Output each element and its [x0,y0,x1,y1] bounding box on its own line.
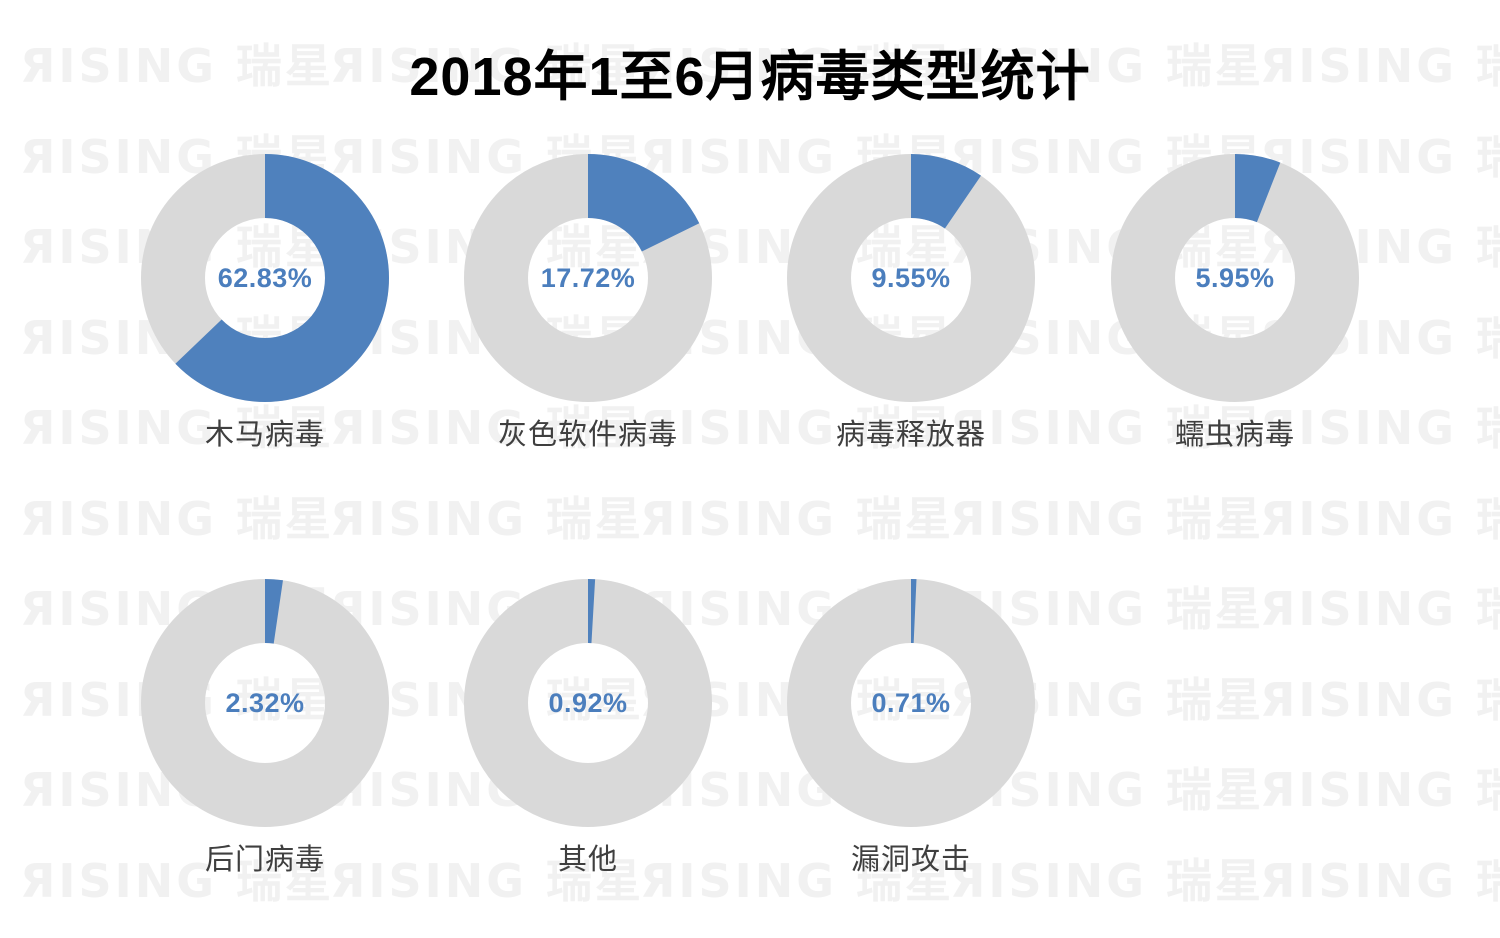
donut-chart-backdoor: 2.32% 后门病毒 [140,578,390,898]
donut-category-label: 蠕虫病毒 [1174,419,1295,451]
rising-logo-watermark: ЯISING 瑞星 [1260,853,1500,908]
donut-ring [787,154,1035,402]
rising-logo-watermark: ЯISING 瑞星 [1260,582,1500,636]
donut-category-label: 后门病毒 [204,844,325,876]
donut-chart-other: 0.92% 其他 [463,578,713,898]
chart-title: 2018年1至6月病毒类型统计 [409,47,1091,107]
donut-category-label: 漏洞攻击 [850,844,971,876]
rising-logo-watermark: ЯISING 瑞星 [20,491,335,546]
rising-logo-watermark: ЯISING 瑞星 [1260,672,1500,727]
donut-category-label: 木马病毒 [204,419,325,451]
donut-ring [141,154,389,402]
donut-chart-dropper: 9.55% 病毒释放器 [786,153,1036,473]
donut-chart-exploit: 0.71% 漏洞攻击 [786,578,1036,898]
donut-category-label: 其他 [557,844,618,876]
donut-chart-trojan: 62.83% 木马病毒 [140,153,390,473]
donut-value-label: 2.32% [225,687,305,718]
rising-logo-watermark: ЯISING 瑞星 [1260,491,1500,546]
donut-chart-worm: 5.95% 蠕虫病毒 [1110,153,1360,473]
donut-value-label: 5.95% [1195,262,1275,293]
donut-category-label: 灰色软件病毒 [497,419,678,451]
donut-chart-grayware: 17.72% 灰色软件病毒 [463,153,713,473]
donut-ring [1111,154,1359,402]
donut-ring [787,579,1035,827]
rising-logo-watermark: ЯISING 瑞星 [1260,763,1500,817]
donut-ring [464,154,712,402]
donut-value-label: 17.72% [540,262,636,293]
donut-category-label: 病毒释放器 [835,419,986,451]
donut-value-label: 0.92% [548,687,628,718]
donut-ring [141,579,389,827]
donut-value-label: 62.83% [217,262,313,293]
rising-logo-watermark: ЯISING 瑞星 [330,491,645,546]
donut-value-label: 9.55% [871,262,951,293]
rising-logo-watermark: ЯISING 瑞星 [950,491,1265,546]
donut-value-label: 0.71% [871,687,951,718]
donut-ring [464,579,712,827]
rising-logo-watermark: ЯISING 瑞星 [640,491,955,546]
